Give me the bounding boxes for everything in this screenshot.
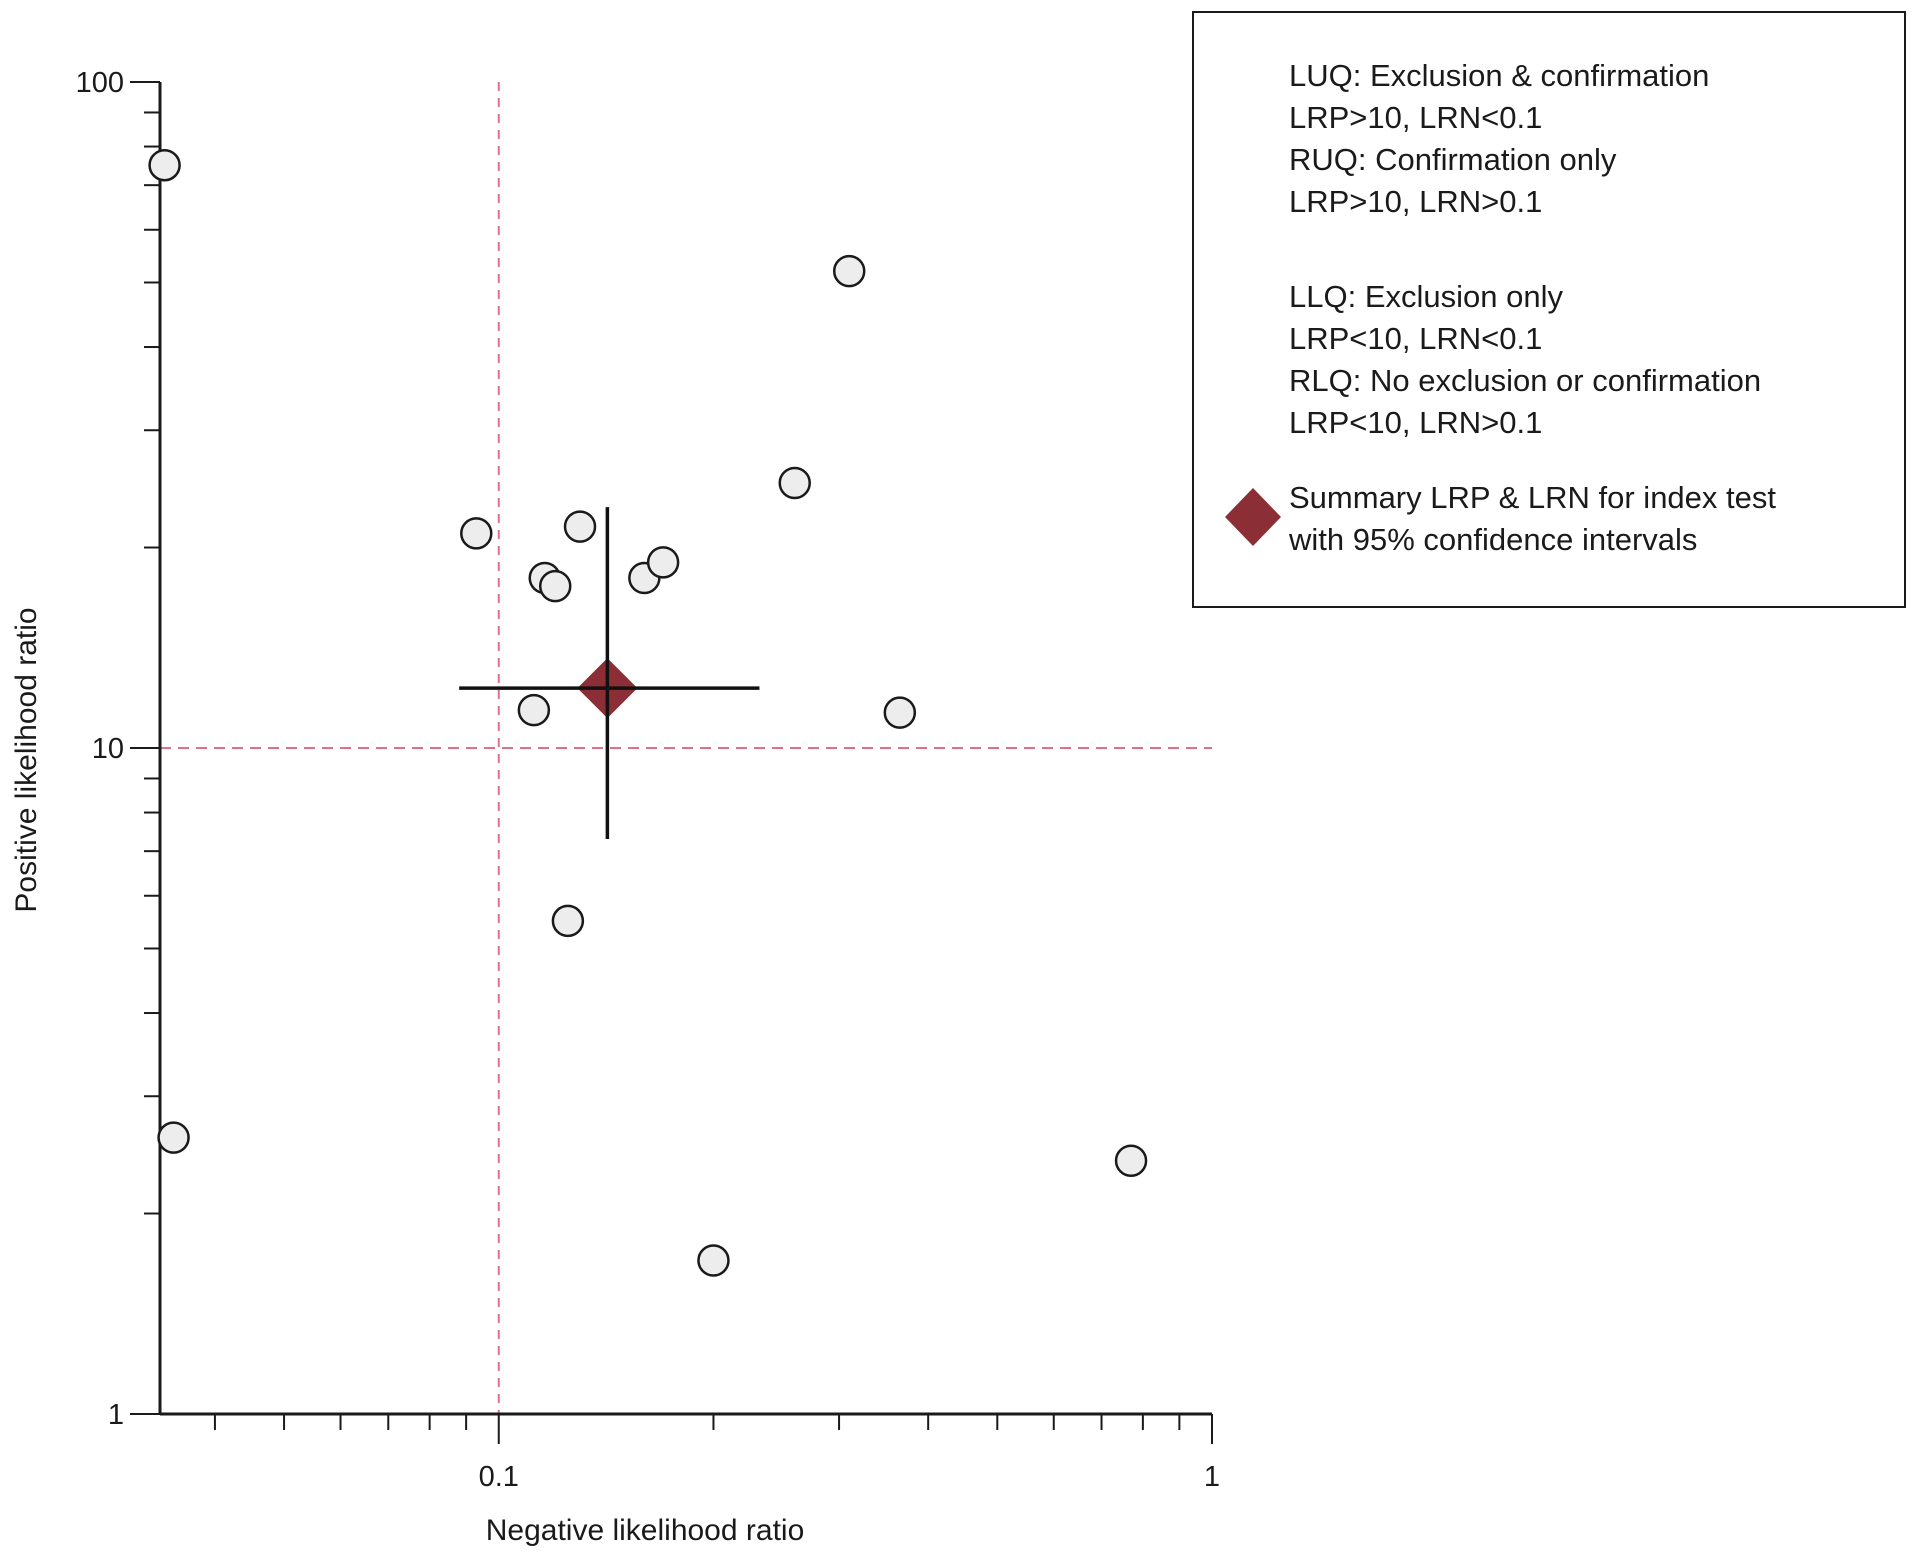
study-point	[832, 254, 866, 288]
y-tick-label: 10	[92, 733, 124, 765]
y-axis-label: Positive likelihood ratio	[10, 607, 43, 912]
legend-text: RUQ: Confirmation only	[1289, 142, 1617, 177]
y-tick-label: 100	[76, 67, 124, 99]
legend-text: LRP>10, LRN>0.1	[1289, 184, 1542, 219]
axes: Negative likelihood ratio Positive likel…	[10, 67, 1220, 1547]
legend-text: LLQ: Exclusion only	[1289, 279, 1563, 314]
study-point	[646, 546, 680, 579]
study-point	[778, 466, 811, 500]
study-point	[148, 148, 181, 182]
legend-box	[1192, 11, 1906, 608]
legend-summary-text: Summary LRP & LRN for index test	[1289, 480, 1776, 515]
legend-text: LRP>10, LRN<0.1	[1289, 100, 1542, 135]
legend-text: LUQ: Exclusion & confirmation	[1289, 58, 1709, 93]
study-point	[460, 517, 493, 550]
reference-lines	[160, 82, 1212, 1414]
study-point	[883, 696, 917, 729]
study-point	[538, 569, 572, 603]
study-point	[697, 1244, 730, 1277]
study-point	[517, 693, 551, 727]
summary-estimate	[459, 507, 760, 840]
x-axis-label: Negative likelihood ratio	[486, 1514, 805, 1547]
legend-summary-diamond-icon	[1225, 488, 1281, 546]
study-point	[563, 510, 597, 543]
study-points	[148, 148, 1148, 1277]
x-tick-label: 1	[1204, 1461, 1220, 1493]
legend: LUQ: Exclusion & confirmation LRP>10, LRN…	[1192, 11, 1906, 608]
legend-summary-text: with 95% confidence intervals	[1288, 522, 1697, 557]
legend-text: LRP<10, LRN<0.1	[1289, 321, 1542, 356]
study-point	[157, 1121, 190, 1154]
legend-text: RLQ: No exclusion or confirmation	[1289, 363, 1761, 398]
study-point	[1114, 1144, 1148, 1178]
study-point	[551, 904, 585, 938]
legend-text: LRP<10, LRN>0.1	[1289, 405, 1542, 440]
x-tick-label: 0.1	[479, 1461, 519, 1493]
y-tick-label: 1	[108, 1399, 124, 1431]
